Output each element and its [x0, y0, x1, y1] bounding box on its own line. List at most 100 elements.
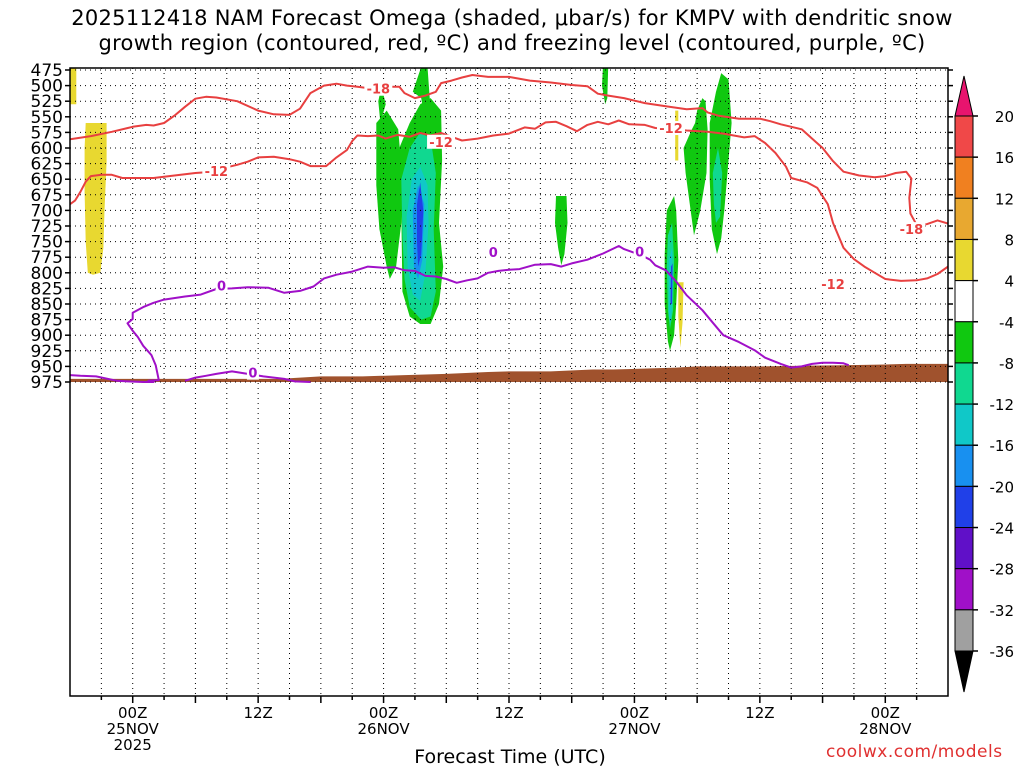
terrain-fill — [70, 363, 948, 382]
contour-label-bg — [215, 278, 228, 293]
x-tick-label: 25NOV — [107, 720, 160, 738]
omega-region-20 — [678, 282, 684, 348]
colorbar-swatch — [954, 403, 974, 446]
y-tick-label: 825 — [31, 279, 63, 299]
y-tick-label: 875 — [31, 311, 63, 331]
y-tick-label: 650 — [31, 170, 63, 190]
colorbar-swatch — [954, 362, 974, 405]
x-tick-label: 12Z — [494, 704, 523, 722]
colorbar-swatch — [954, 485, 974, 529]
colorbar-label: -20 — [990, 478, 1015, 496]
contour-freezing-level-0-low — [184, 370, 311, 383]
watermark: coolwx.com/models — [826, 742, 1003, 762]
colorbar-label: 4 — [1004, 273, 1014, 291]
x-tick-label: 00Z — [620, 704, 649, 722]
contour-label-bg — [633, 244, 646, 259]
colorbar-label: 20 — [995, 108, 1014, 126]
contour-label-bg — [819, 277, 848, 292]
contour-label-bg — [202, 164, 231, 179]
contour-label: -18 — [900, 223, 924, 238]
colorbar-swatch — [954, 238, 974, 282]
y-tick-label: 500 — [31, 77, 63, 97]
contour-label: -12 — [659, 122, 683, 137]
colorbar-label: 8 — [1004, 231, 1014, 249]
contour-freezing-level-0 — [70, 245, 850, 383]
contour-label: 0 — [489, 246, 498, 261]
omega-region-19 — [670, 263, 673, 304]
contour-label-bg — [246, 365, 259, 380]
y-tick-label: 775 — [31, 248, 63, 268]
y-tick-label: 975 — [31, 373, 63, 393]
colorbar-swatch — [954, 568, 974, 611]
colorbar-swatch — [954, 197, 974, 240]
colorbar-swatch — [954, 115, 974, 158]
y-tick-label: 575 — [31, 123, 63, 143]
omega-region-9 — [417, 182, 424, 267]
colorbar-label: -12 — [990, 396, 1015, 414]
contour-label-bg — [364, 81, 393, 96]
x-tick-label: 12Z — [243, 704, 272, 722]
contour-label: -12 — [821, 278, 845, 293]
x-tick-label: 12Z — [745, 704, 774, 722]
colorbar-swatch — [954, 321, 974, 364]
y-tick-label: 700 — [31, 201, 63, 221]
y-tick-label: 675 — [31, 186, 63, 206]
contour-label: -12 — [205, 165, 229, 180]
contour-label: 0 — [635, 246, 644, 261]
chart-title-line-1: 2025112418 NAM Forecast Omega (shaded, μ… — [71, 6, 953, 30]
x-axis-title: Forecast Time (UTC) — [414, 746, 606, 768]
colorbar-bottom-arrow — [954, 650, 974, 693]
colorbar-label: -36 — [990, 643, 1015, 661]
y-tick-label: 800 — [31, 264, 63, 284]
omega-region-0 — [70, 68, 77, 105]
contour-dgz-upper-minus18 — [70, 74, 948, 226]
x-tick-label: 28NOV — [859, 720, 912, 738]
x-tick-label: 27NOV — [608, 720, 661, 738]
y-tick-label: 625 — [31, 155, 63, 175]
x-tick-label: 00Z — [369, 704, 398, 722]
colorbar-label: 16 — [995, 149, 1014, 167]
y-tick-label: 525 — [31, 92, 63, 112]
chart-title-line-2: growth region (contoured, red, ºC) and f… — [98, 31, 926, 55]
chart-title: 2025112418 NAM Forecast Omega (shaded, μ… — [0, 6, 1024, 56]
colorbar-swatch — [954, 156, 974, 199]
y-tick-label: 950 — [31, 357, 63, 377]
colorbar-label: -8 — [999, 355, 1014, 373]
contour-label-bg — [427, 134, 456, 149]
contour-label-bg — [897, 222, 926, 237]
contour-label: -12 — [429, 136, 453, 151]
colorbar-label: -24 — [990, 520, 1015, 538]
colorbar-swatch — [954, 444, 974, 487]
y-tick-label: 925 — [31, 342, 63, 362]
y-tick-label: 550 — [31, 108, 63, 128]
x-tick-label: 00Z — [871, 704, 900, 722]
omega-region-15 — [712, 148, 723, 223]
colorbar-label: -16 — [990, 437, 1015, 455]
contour-label: -18 — [367, 83, 391, 98]
y-tick-label: 725 — [31, 217, 63, 237]
y-tick-label: 750 — [31, 233, 63, 253]
y-tick-label: 850 — [31, 295, 63, 315]
colorbar-label: 12 — [995, 190, 1014, 208]
colorbar-top-arrow — [954, 75, 974, 117]
colorbar-swatch — [954, 609, 974, 652]
y-tick-label: 475 — [31, 61, 63, 81]
y-tick-label: 900 — [31, 326, 63, 346]
colorbar-label: -28 — [990, 561, 1015, 579]
contour-label-bg — [657, 121, 686, 136]
omega-region-10 — [555, 196, 568, 266]
x-tick-label: 26NOV — [358, 720, 411, 738]
y-tick-label: 600 — [31, 139, 63, 159]
omega-region-13 — [683, 98, 708, 236]
colorbar-swatch — [954, 527, 974, 570]
x-tick-label: 2025 — [114, 736, 152, 754]
contour-label-bg — [487, 245, 500, 260]
omega-region-1 — [84, 123, 107, 275]
colorbar-label: -32 — [990, 602, 1015, 620]
colorbar-label: -4 — [999, 314, 1014, 332]
contour-label: 0 — [248, 367, 257, 382]
omega-region-2 — [376, 110, 403, 279]
colorbar-swatch — [954, 280, 974, 323]
x-tick-label: 00Z — [118, 704, 147, 722]
